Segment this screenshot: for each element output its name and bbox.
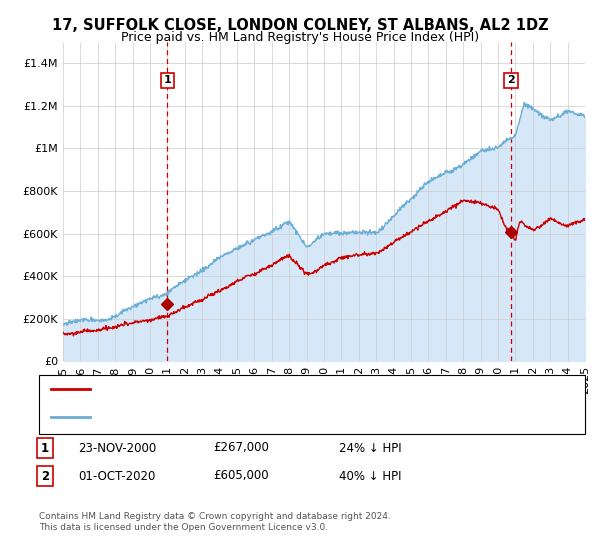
Text: 17, SUFFOLK CLOSE, LONDON COLNEY, ST ALBANS, AL2 1DZ: 17, SUFFOLK CLOSE, LONDON COLNEY, ST ALB… <box>52 18 548 33</box>
Text: 17, SUFFOLK CLOSE, LONDON COLNEY, ST ALBANS, AL2 1DZ (detached house): 17, SUFFOLK CLOSE, LONDON COLNEY, ST ALB… <box>95 384 506 394</box>
Text: 24% ↓ HPI: 24% ↓ HPI <box>339 441 401 455</box>
Text: £605,000: £605,000 <box>213 469 269 483</box>
Text: 2: 2 <box>41 469 49 483</box>
Text: Price paid vs. HM Land Registry's House Price Index (HPI): Price paid vs. HM Land Registry's House … <box>121 31 479 44</box>
Text: 2: 2 <box>507 75 515 85</box>
Text: HPI: Average price, detached house, St Albans: HPI: Average price, detached house, St A… <box>95 412 337 422</box>
Text: 40% ↓ HPI: 40% ↓ HPI <box>339 469 401 483</box>
Text: £267,000: £267,000 <box>213 441 269 455</box>
Text: 23-NOV-2000: 23-NOV-2000 <box>78 441 156 455</box>
Text: 1: 1 <box>41 441 49 455</box>
Text: 1: 1 <box>164 75 171 85</box>
Text: 01-OCT-2020: 01-OCT-2020 <box>78 469 155 483</box>
Text: Contains HM Land Registry data © Crown copyright and database right 2024.
This d: Contains HM Land Registry data © Crown c… <box>39 512 391 532</box>
